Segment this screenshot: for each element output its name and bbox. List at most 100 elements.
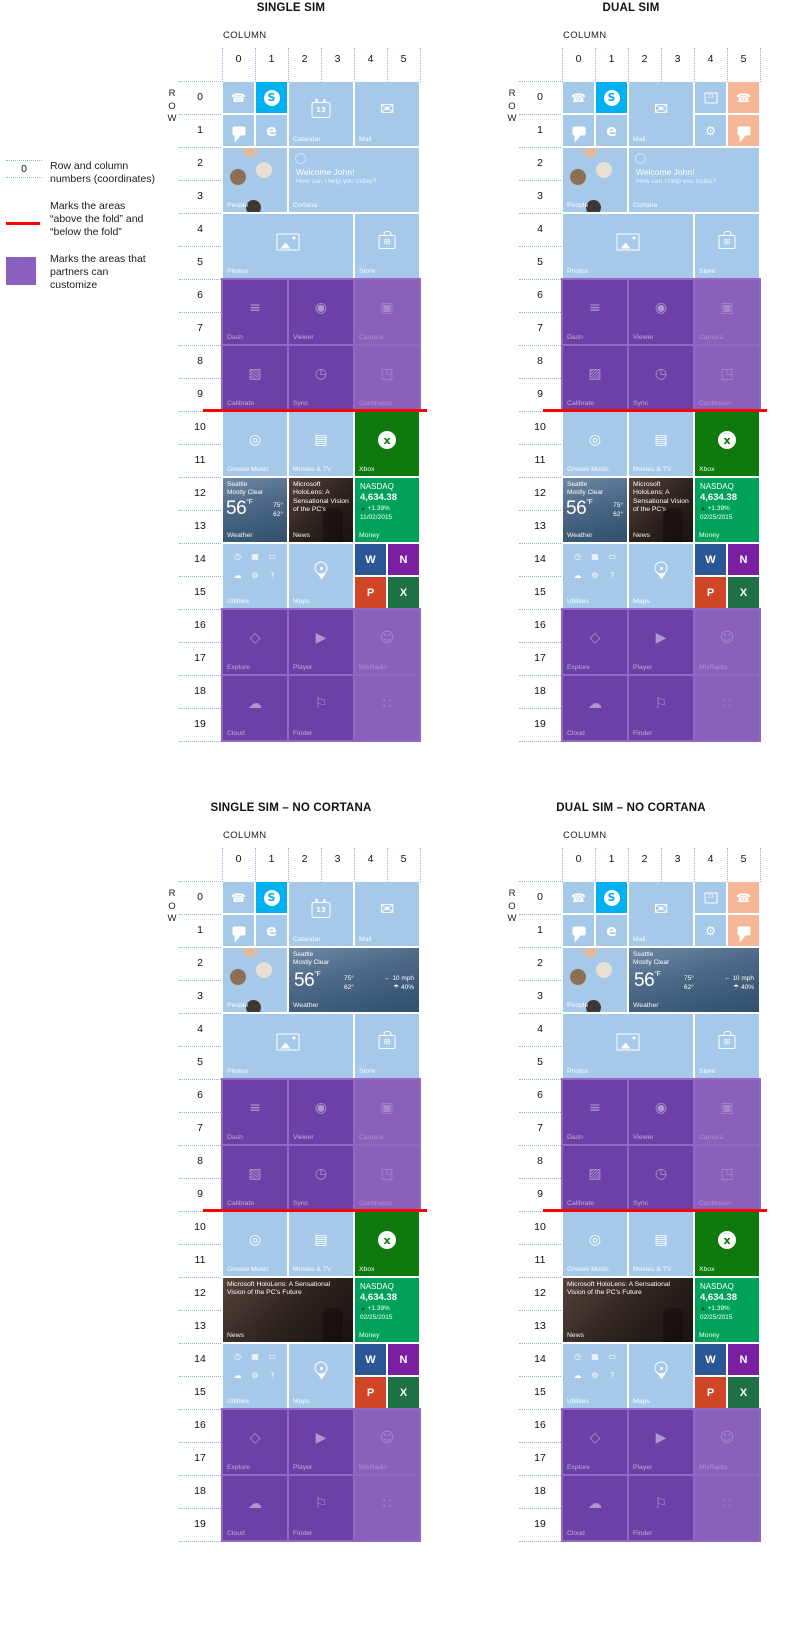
tile-money[interactable]: NASDAQ 4,634.38 ▲ +1.39% 02/25/2015 Money [695,478,759,542]
tile-mixradio[interactable]: ☺ MixRadio [355,610,419,674]
tile-messaging[interactable] [563,115,594,146]
tile-calendar[interactable]: 13 Calendar [289,82,353,146]
tile-explore[interactable]: ◇ Explore [563,610,627,674]
tile-calibrate[interactable]: ▨ Calibrate [563,346,627,410]
tile-mail[interactable]: ✉ Mail [629,82,693,146]
tile-excel[interactable]: X [728,1377,759,1408]
tile-camera[interactable]: ▣ Camera [695,1080,759,1144]
tile-photos[interactable]: Photos [223,214,353,278]
tile-people[interactable]: People [223,148,287,212]
tile-finder[interactable]: ⚐ Finder [629,1476,693,1540]
tile-mixradio[interactable]: ☺ MixRadio [355,1410,419,1474]
tile-calibrate[interactable]: ▨ Calibrate [223,346,287,410]
tile-sync[interactable]: ◷ Sync [289,1146,353,1210]
tile-calendar[interactable]: 13 Calendar [289,882,353,946]
tile-cortana[interactable]: Welcome John! How can I help you today? Co… [289,148,419,212]
tile-movies-tv[interactable]: ▤ Movies & TV [629,412,693,476]
tile-cloud[interactable]: ☁ Cloud [563,1476,627,1540]
tile-excel[interactable]: X [728,577,759,608]
tile-calibrate[interactable]: ▨ Calibrate [563,1146,627,1210]
tile-viewer[interactable]: ◉ Viewer [289,1080,353,1144]
tile-phone[interactable]: ☎ [563,882,594,913]
tile-partner-app[interactable]: ∷ [695,676,759,740]
tile-maps[interactable]: Maps [629,1344,693,1408]
tile-partner-app[interactable]: ∷ [355,1476,419,1540]
tile-onenote[interactable]: N [388,1344,419,1375]
tile-skype[interactable]: S [256,882,287,913]
tile-phone-sim2[interactable]: ☎ [728,882,759,913]
tile-partner-app[interactable]: ∷ [355,676,419,740]
tile-sync[interactable]: ◷ Sync [289,346,353,410]
tile-onenote[interactable]: N [388,544,419,575]
tile-messaging[interactable] [223,915,254,946]
tile-mail[interactable]: ✉ Mail [629,882,693,946]
tile-news[interactable]: Microsoft HoloLens: A Sensational Vision… [563,1278,693,1342]
tile-photos[interactable]: Photos [563,214,693,278]
tile-dash[interactable]: ≡ Dash [223,1080,287,1144]
tile-edge[interactable]: e [256,915,287,946]
tile-messaging[interactable] [563,915,594,946]
tile-continuum[interactable]: ◳ Continuum [355,346,419,410]
tile-powerpoint[interactable]: P [695,577,726,608]
tile-viewer[interactable]: ◉ Viewer [289,280,353,344]
tile-camera[interactable]: ▣ Camera [695,280,759,344]
tile-continuum[interactable]: ◳ Continuum [355,1146,419,1210]
tile-finder[interactable]: ⚐ Finder [289,676,353,740]
tile-messaging[interactable] [223,115,254,146]
tile-photos[interactable]: Photos [223,1014,353,1078]
tile-news[interactable]: Microsoft HoloLens: A Sensational Vision… [223,1278,353,1342]
tile-news[interactable]: Microsoft HoloLens: A Sensational Vision… [629,478,693,542]
tile-dash[interactable]: ≡ Dash [563,280,627,344]
tile-phone-sim2[interactable]: ☎ [728,82,759,113]
tile-utilities[interactable]: ◷ ▦ ▭ ☁ ⚙? Utilities [223,544,287,608]
tile-mail[interactable]: ✉ Mail [355,82,419,146]
tile-groove-music[interactable]: ◎ Groove Music [563,1212,627,1276]
tile-explore[interactable]: ◇ Explore [563,1410,627,1474]
tile-viewer[interactable]: ◉ Viewer [629,1080,693,1144]
tile-word[interactable]: W [355,1344,386,1375]
tile-money[interactable]: NASDAQ 4,634.38 ▲ +1.39% 02/25/2015 Money [695,1278,759,1342]
tile-xbox[interactable]: x Xbox [695,412,759,476]
tile-movies-tv[interactable]: ▤ Movies & TV [289,1212,353,1276]
tile-onenote[interactable]: N [728,1344,759,1375]
tile-word[interactable]: W [695,1344,726,1375]
tile-people[interactable]: People [223,948,287,1012]
tile-camera[interactable]: ▣ Camera [355,1080,419,1144]
tile-maps[interactable]: Maps [289,544,353,608]
tile-player[interactable]: ▶ Player [289,1410,353,1474]
tile-groove-music[interactable]: ◎ Groove Music [223,1212,287,1276]
tile-player[interactable]: ▶ Player [629,610,693,674]
tile-calendar-small[interactable]: 13 [695,882,726,913]
tile-cloud[interactable]: ☁ Cloud [563,676,627,740]
tile-edge[interactable]: e [596,115,627,146]
tile-store[interactable]: ⊞ Store [355,1014,419,1078]
tile-weather[interactable]: Seattle Mostly Clear 56°F 75° 62° ← 10 mph ☂ 4… [289,948,419,1012]
tile-continuum[interactable]: ◳ Continuum [695,346,759,410]
tile-weather[interactable]: Seattle Mostly Clear 56°F 75° 62° Weather [223,478,287,542]
tile-dash[interactable]: ≡ Dash [563,1080,627,1144]
tile-finder[interactable]: ⚐ Finder [629,676,693,740]
tile-messaging-sim2[interactable] [728,915,759,946]
tile-word[interactable]: W [695,544,726,575]
tile-xbox[interactable]: x Xbox [355,412,419,476]
tile-phone[interactable]: ☎ [223,882,254,913]
tile-messaging-sim2[interactable] [728,115,759,146]
tile-powerpoint[interactable]: P [355,577,386,608]
tile-photos[interactable]: Photos [563,1014,693,1078]
tile-explore[interactable]: ◇ Explore [223,1410,287,1474]
tile-weather[interactable]: Seattle Mostly Clear 56°F 75° 62° ← 10 mph ☂ 4… [629,948,759,1012]
tile-mixradio[interactable]: ☺ MixRadio [695,610,759,674]
tile-skype[interactable]: S [596,882,627,913]
tile-calibrate[interactable]: ▨ Calibrate [223,1146,287,1210]
tile-news[interactable]: Microsoft HoloLens: A Sensational Vision… [289,478,353,542]
tile-mail[interactable]: ✉ Mail [355,882,419,946]
tile-phone[interactable]: ☎ [563,82,594,113]
tile-continuum[interactable]: ◳ Continuum [695,1146,759,1210]
tile-cloud[interactable]: ☁ Cloud [223,676,287,740]
tile-money[interactable]: NASDAQ 4,634.38 ▲ +1.39% 11/02/2015 Money [355,478,419,542]
tile-groove-music[interactable]: ◎ Groove Music [563,412,627,476]
tile-movies-tv[interactable]: ▤ Movies & TV [629,1212,693,1276]
tile-dash[interactable]: ≡ Dash [223,280,287,344]
tile-partner-app[interactable]: ∷ [695,1476,759,1540]
tile-maps[interactable]: Maps [289,1344,353,1408]
